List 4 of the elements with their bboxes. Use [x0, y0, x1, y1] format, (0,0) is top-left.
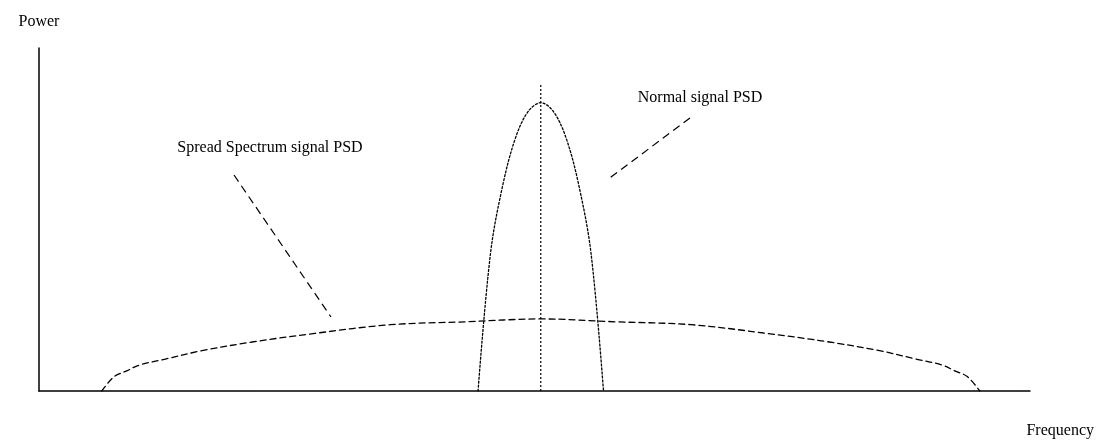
text: Normal signal PSD [637, 87, 763, 106]
y-axis-title: Power [18, 11, 61, 29]
x-axis-title: Frequency [1026, 420, 1094, 439]
text: Spread Spectrum signal PSD [177, 137, 363, 156]
